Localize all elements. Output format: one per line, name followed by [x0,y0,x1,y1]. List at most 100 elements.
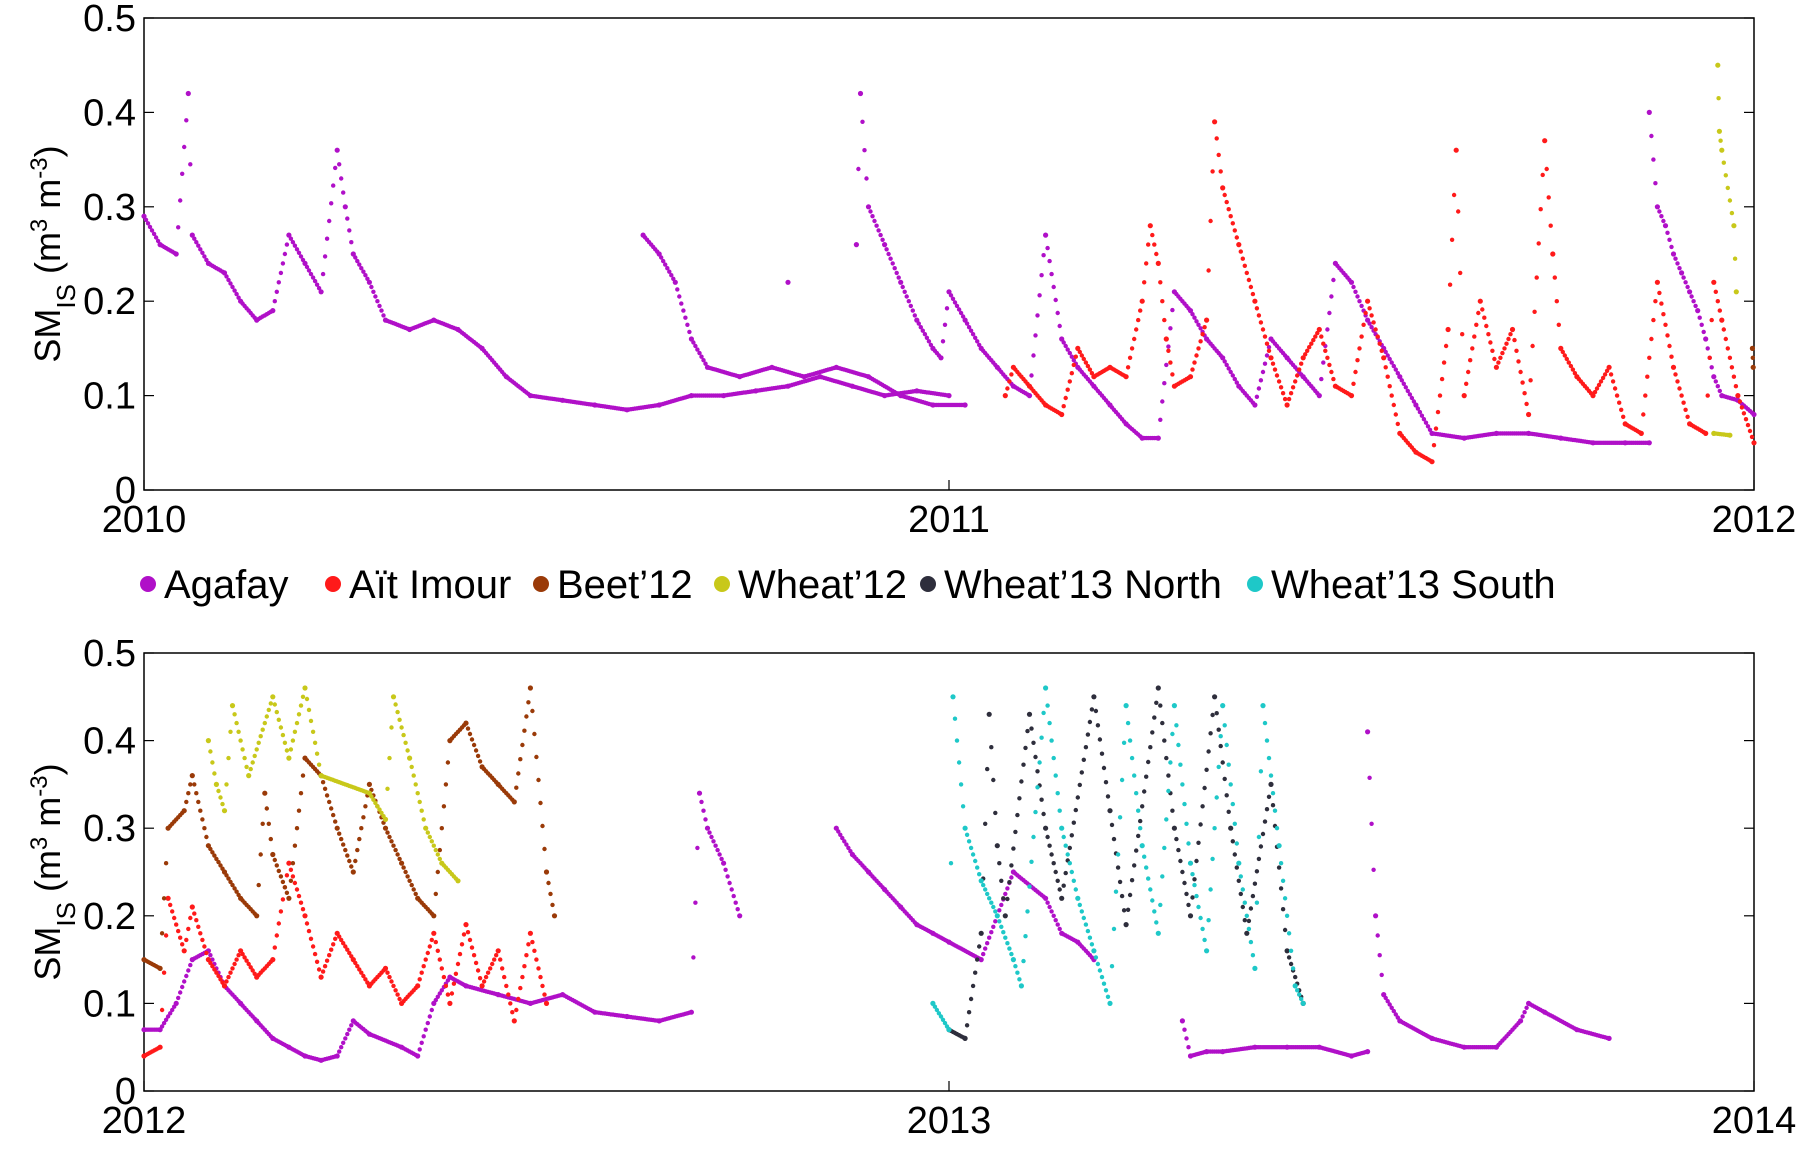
data-point [981,882,986,888]
data-point [1057,887,1062,892]
data-point [151,231,157,237]
data-point [1673,256,1678,261]
data-point [1055,310,1060,316]
data-point [1367,775,1372,780]
data-point [1178,858,1183,864]
data-point [176,995,181,1001]
data-point [423,957,428,962]
legend-label: Wheat’13 North [944,563,1222,607]
data-point [1163,336,1169,342]
data-point [357,967,362,972]
data-point [161,1020,167,1026]
data-point [1031,353,1036,358]
data-point [1055,878,1060,883]
data-point [1234,235,1240,240]
data-point [1288,961,1294,967]
data-point [1160,399,1165,404]
data-point [1264,353,1270,358]
data-point [1236,242,1242,248]
data-point [681,308,686,313]
data-point [433,997,438,1003]
data-point [1514,348,1519,353]
data-point [276,921,281,926]
data-point [1049,738,1054,743]
data-point [210,850,215,855]
data-point [1536,241,1541,246]
data-point [916,321,921,326]
data-point [349,864,354,869]
data-point [1743,417,1749,422]
data-point [393,847,398,853]
data-point [1242,900,1248,905]
data-point [1493,364,1499,370]
data-point [329,201,334,206]
data-point [214,970,219,975]
data-point [475,753,481,759]
data-point [707,830,712,835]
data-point [1654,279,1660,285]
data-point [411,887,416,892]
data-point [1184,821,1189,826]
data-point [1155,685,1161,691]
data-point [159,1024,165,1029]
data-point [220,801,225,807]
data-point [427,1014,432,1019]
data-point [465,930,471,935]
data-point [1645,374,1650,379]
data-point [1331,376,1336,382]
data-point [296,893,302,899]
data-point [250,760,255,765]
data-point [534,754,539,760]
legend-marker [140,576,156,592]
data-point [1155,260,1161,266]
data-point [1309,341,1314,346]
data-point [1224,362,1229,368]
data-point [1182,880,1187,886]
data-point [1413,402,1419,408]
data-point [1365,298,1371,304]
data-point [431,930,437,936]
data-point [1026,711,1033,717]
data-point [188,782,193,787]
data-point [373,294,378,299]
data-point [1053,918,1058,923]
data-point [278,909,284,914]
data-point [244,958,249,963]
data-point [433,847,438,853]
data-point [1019,779,1024,784]
data-point [1216,152,1221,158]
data-point [1614,393,1620,398]
data-point [1047,720,1052,726]
data-point [1522,391,1527,396]
data-point [1290,385,1296,390]
data-point [1212,694,1218,700]
data-point [1083,922,1089,927]
data-point [298,703,304,708]
data-point [1675,261,1680,266]
data-point [361,815,366,820]
data-point [304,264,310,270]
data-point [1073,354,1079,359]
data-point [1321,360,1326,365]
data-point [1381,355,1387,361]
data-point [1220,760,1225,765]
data-point [389,979,394,984]
data-point [1069,354,1075,359]
data-point [178,198,183,203]
data-point [1051,755,1056,761]
data-point [1136,833,1141,839]
data-point [391,843,396,848]
data-point [1649,133,1654,139]
data-point [993,919,998,924]
data-point [189,232,195,238]
data-point [1564,356,1570,362]
data-point [1228,369,1233,375]
data-point [1224,742,1229,748]
data-point [488,966,493,971]
data-point [427,944,432,949]
data-point [371,797,376,802]
data-point [1073,807,1079,813]
data-point [844,842,849,847]
data-point [926,339,932,344]
data-point [731,893,736,899]
